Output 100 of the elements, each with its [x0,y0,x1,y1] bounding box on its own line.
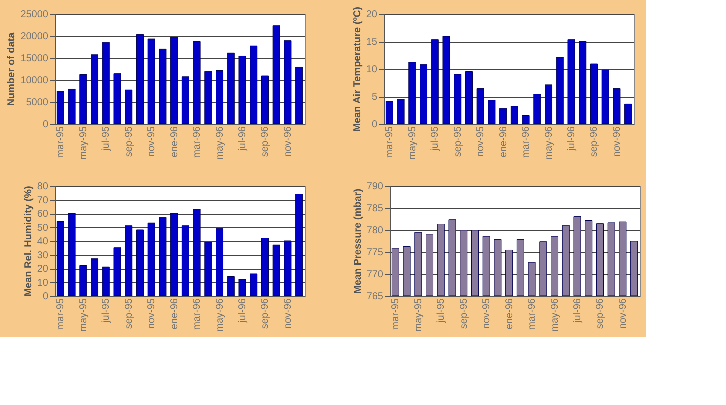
y-tick-label: 765 [366,292,384,302]
bar [522,116,530,124]
y-tick-label: 770 [366,270,384,280]
bar [454,74,462,124]
bar [227,276,235,296]
y-tick-label: 15 [366,37,378,48]
x-tick-label: jul-96 [238,126,248,152]
x-tick-label: may-95 [413,298,424,332]
y-tick-label: 5 [372,92,378,103]
y-tick-label: 15000 [20,54,49,64]
bar [238,56,246,124]
y-axis-title: Mean Pressure (mbar) [352,188,364,294]
bar [91,54,99,124]
bar [193,209,201,296]
bar [284,240,292,296]
bar [216,228,224,296]
y-tick-label: 70 [37,195,49,206]
bar [545,84,553,124]
bar [284,40,292,124]
x-tick-label: nov-96 [618,298,629,330]
y-tick-label: 50 [37,222,49,234]
bar [80,266,88,296]
y-axis-title: Mean Air Temperature (ºC) [352,7,364,132]
y-tick-label: 785 [366,204,384,214]
bar [91,258,99,296]
bar [182,76,190,124]
x-tick-label: may-95 [78,298,90,332]
x-tick-label: ene-96 [504,298,516,330]
x-tick-label: jul-96 [572,298,584,324]
x-tick-label: mar-95 [56,126,67,158]
bar [182,226,190,296]
y-tick-label: 20 [37,264,49,275]
bar [193,41,201,124]
bar [136,34,144,124]
x-tick-label: sep-96 [260,298,272,330]
bar [102,42,110,124]
x-tick-label: may-95 [78,126,90,160]
y-tick-label: 60 [37,209,49,220]
bar [204,242,212,296]
x-tick-label: jul-96 [566,126,578,152]
x-tick-label: sep-96 [260,126,272,158]
bar [148,222,156,296]
y-tick-label: 0 [42,292,49,302]
bar [204,71,212,124]
y-tick-label: 40 [37,236,49,248]
x-tick-label: ene-96 [169,298,180,330]
x-tick-label: mar-95 [384,126,396,158]
bar [534,94,542,124]
x-tick-label: sep-95 [124,126,135,158]
x-tick-label: mar-96 [527,298,538,330]
x-tick-label: jul-95 [101,126,112,152]
bar [261,238,269,296]
bar [56,222,64,296]
y-tick-label: 20 [366,10,378,20]
y-axis-title: Mean Rel. Humidity (%) [23,186,34,297]
x-tick-label: mar-95 [390,298,402,330]
bar [624,104,632,124]
bar [556,57,564,124]
bar [125,226,133,296]
x-tick-label: may-96 [544,126,555,160]
x-tick-label: jul-96 [238,298,248,324]
x-tick-label: sep-95 [124,298,135,330]
bar [170,37,178,124]
bar [500,108,508,124]
x-tick-label: mar-96 [192,126,204,158]
x-tick-label: nov-95 [146,126,158,158]
bar [56,91,64,124]
y-axis-title: Number of data [6,32,18,106]
bar [136,230,144,296]
bar [386,101,394,124]
bar [296,194,304,296]
bar [250,46,258,124]
x-tick-label: may-96 [550,298,561,332]
bar [68,213,76,296]
bar [272,244,280,296]
bar [476,88,484,124]
bar [442,36,450,124]
x-tick-label: jul-95 [430,126,442,152]
bar [590,64,598,124]
bar [420,64,428,124]
bar [613,88,621,124]
bar [170,213,178,296]
bar [579,41,587,124]
bar [465,72,473,124]
x-tick-label: may-96 [214,126,226,160]
bar [148,38,156,124]
y-tick-label: 775 [366,248,384,258]
bar [159,48,167,124]
x-tick-label: jul-95 [101,298,112,324]
x-tick-label: nov-96 [612,126,623,158]
y-tick-label: 10000 [20,76,49,86]
bar [431,40,439,124]
y-tick-label: 20000 [20,32,49,42]
bar [250,274,258,296]
bar [80,74,88,124]
bar [510,106,518,124]
y-tick-label: 30 [37,250,49,262]
bar [159,217,167,296]
x-tick-label: ene-96 [169,126,180,158]
bar [114,74,122,124]
